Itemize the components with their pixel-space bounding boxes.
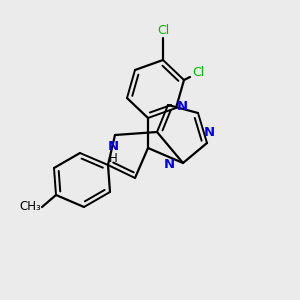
Text: H: H <box>109 152 117 166</box>
Text: CH₃: CH₃ <box>19 200 41 214</box>
Text: N: N <box>203 127 214 140</box>
Text: Cl: Cl <box>157 23 169 37</box>
Text: N: N <box>107 140 118 154</box>
Text: Cl: Cl <box>192 65 204 79</box>
Text: N: N <box>176 100 188 112</box>
Text: N: N <box>164 158 175 170</box>
